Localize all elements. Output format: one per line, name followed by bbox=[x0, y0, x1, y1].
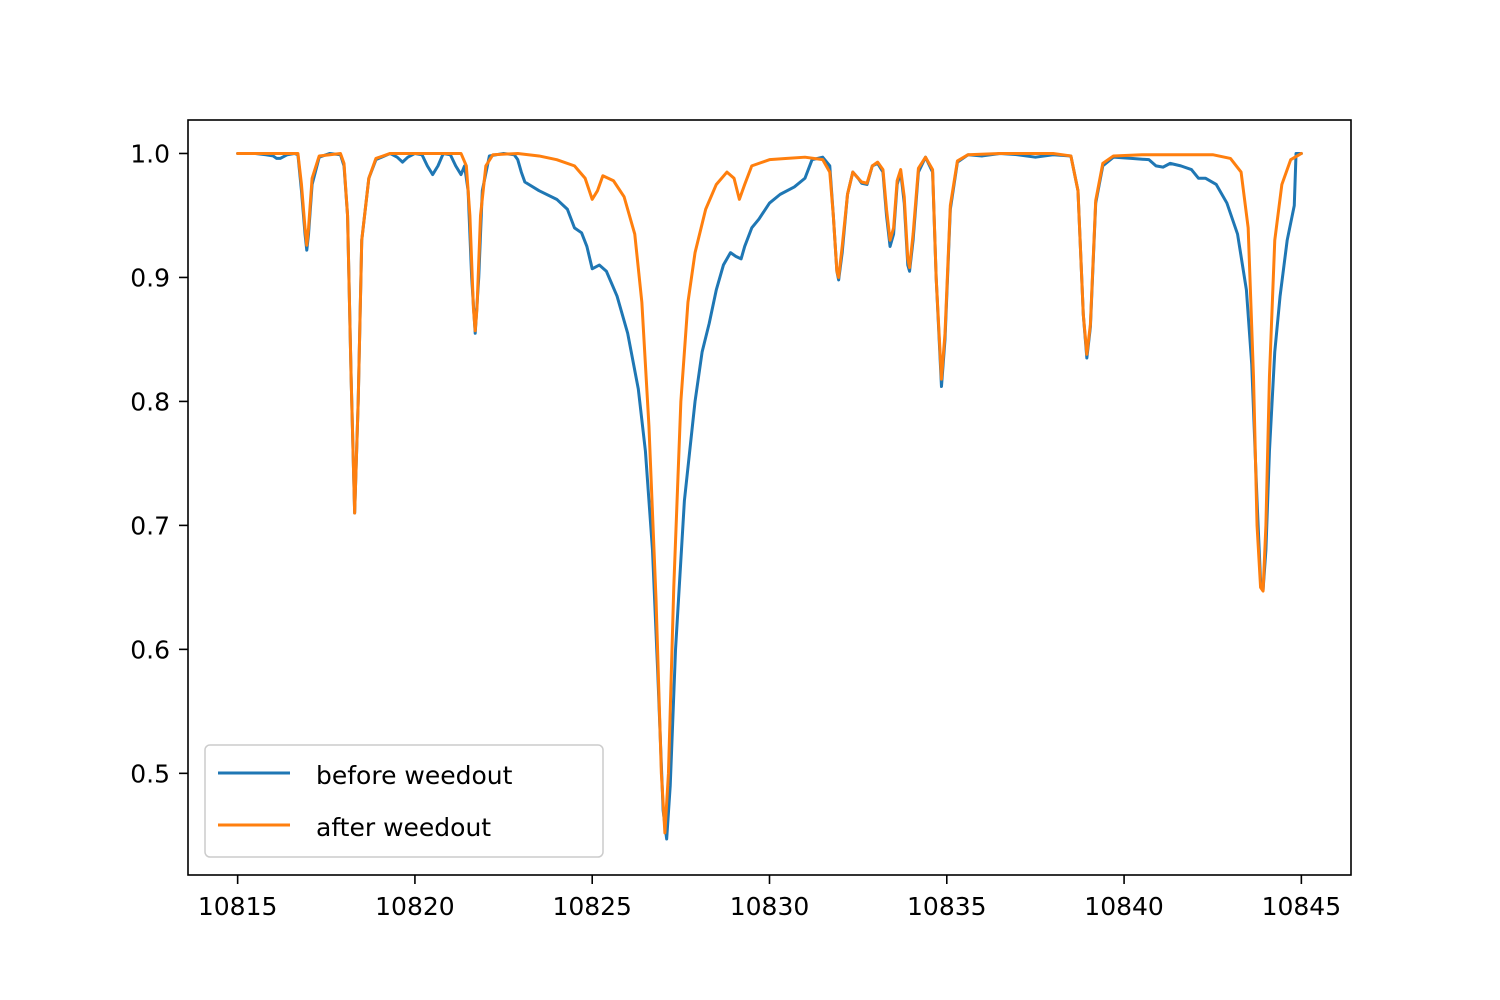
y-tick-label: 1.0 bbox=[130, 139, 170, 168]
x-tick-label: 10825 bbox=[552, 892, 632, 921]
series-line-after-weedout bbox=[236, 151, 1303, 835]
x-tick-label: 10820 bbox=[375, 892, 455, 921]
x-tick-label: 10830 bbox=[730, 892, 810, 921]
legend-label-before-weedout: before weedout bbox=[316, 761, 513, 790]
y-axis: 0.5 0.6 0.7 0.8 0.9 1.0 bbox=[130, 139, 188, 788]
y-tick-label: 0.7 bbox=[130, 511, 170, 540]
series-line-before-weedout bbox=[236, 151, 1303, 841]
legend-box bbox=[204, 744, 604, 858]
y-tick-label: 0.8 bbox=[130, 387, 170, 416]
x-axis: 10815 10820 10825 10830 10835 10840 10845 bbox=[198, 875, 1341, 921]
series-layer bbox=[236, 151, 1303, 841]
legend-label-after-weedout: after weedout bbox=[316, 813, 491, 842]
x-tick-label: 10845 bbox=[1262, 892, 1342, 921]
x-tick-label: 10815 bbox=[198, 892, 278, 921]
x-tick-label: 10835 bbox=[907, 892, 987, 921]
x-tick-label: 10840 bbox=[1084, 892, 1164, 921]
y-tick-label: 0.9 bbox=[130, 263, 170, 292]
legend: before weedout after weedout bbox=[204, 744, 604, 858]
y-tick-label: 0.6 bbox=[130, 635, 170, 664]
y-tick-label: 0.5 bbox=[130, 759, 170, 788]
